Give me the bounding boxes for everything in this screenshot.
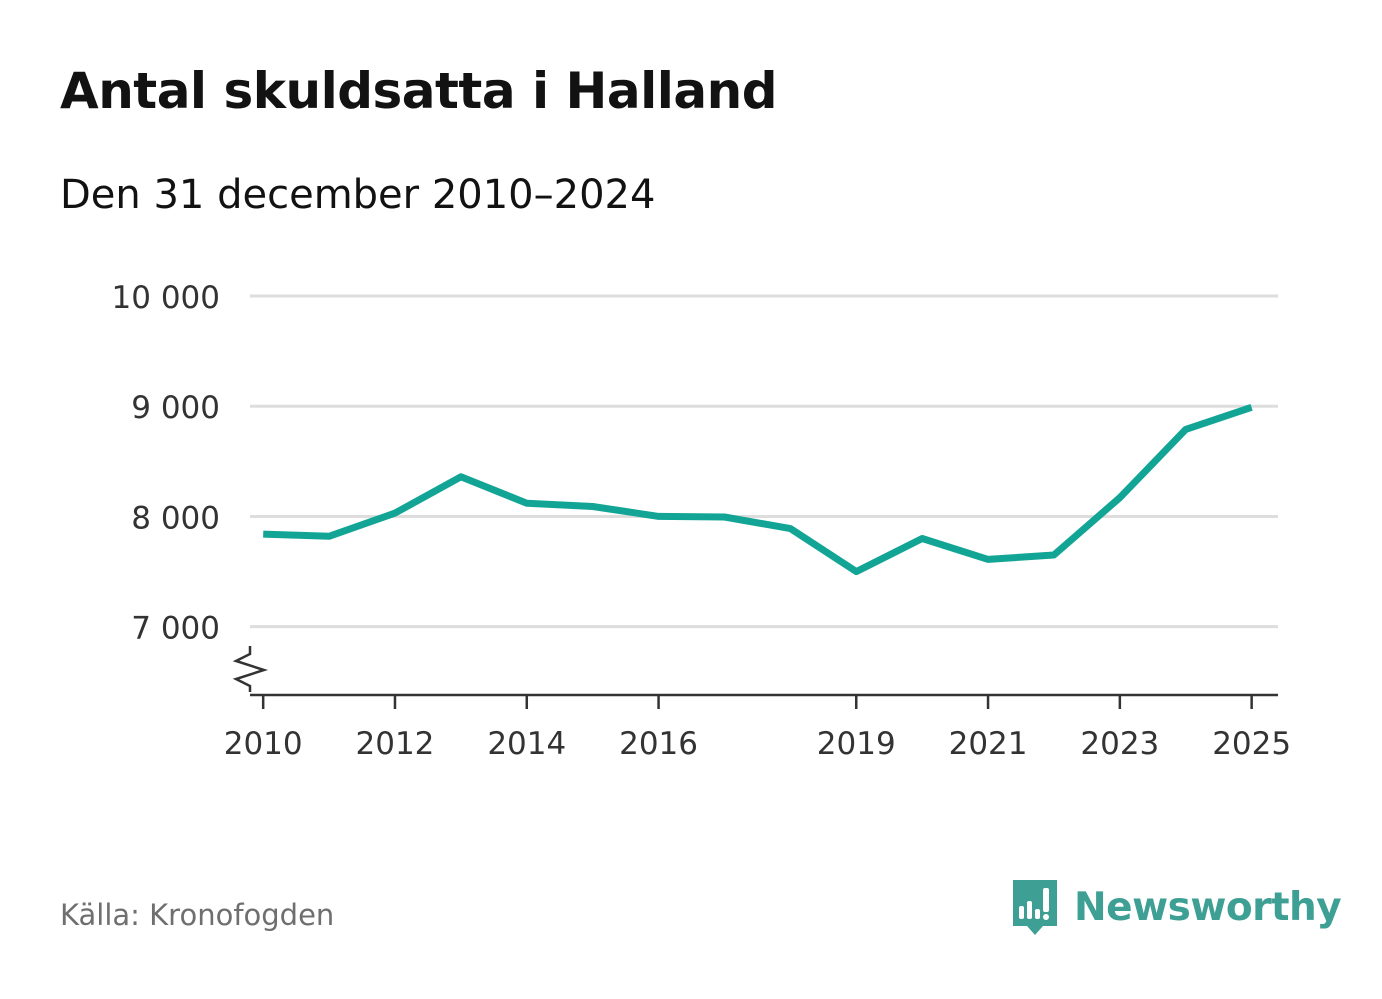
newsworthy-logo-icon bbox=[1013, 880, 1057, 935]
series bbox=[263, 403, 1253, 576]
brand-name: Newsworthy bbox=[1074, 884, 1342, 930]
source-note: Källa: Kronofogden bbox=[60, 898, 335, 932]
x-tick-label: 2010 bbox=[224, 726, 303, 762]
x-tick-label: 2023 bbox=[1080, 726, 1159, 762]
gridlines bbox=[250, 294, 1278, 629]
x-tick-label: 2012 bbox=[356, 726, 435, 762]
chart-title: Antal skuldsatta i Halland bbox=[60, 62, 778, 120]
y-tick-label: 10 000 bbox=[112, 280, 220, 316]
series-line bbox=[263, 403, 1253, 576]
y-tick-label: 7 000 bbox=[131, 611, 220, 647]
brand-logo: Newsworthy bbox=[1010, 876, 1342, 938]
x-axis bbox=[232, 646, 1278, 697]
y-tick-label: 8 000 bbox=[131, 500, 220, 536]
x-tick-label: 2025 bbox=[1212, 726, 1291, 762]
chart-subtitle: Den 31 december 2010–2024 bbox=[60, 172, 656, 218]
axis-break-icon bbox=[232, 646, 269, 692]
x-tick-label: 2014 bbox=[487, 726, 566, 762]
x-axis-ticks: 2010 2012 2014 2016 2019 2021 2023 2025 bbox=[224, 695, 1291, 762]
x-tick-label: 2016 bbox=[619, 726, 698, 762]
x-tick-label: 2021 bbox=[949, 726, 1028, 762]
x-tick-label: 2019 bbox=[817, 726, 896, 762]
y-tick-label: 9 000 bbox=[131, 390, 220, 426]
y-axis-ticks: 7 000 8 000 9 000 10 000 bbox=[112, 280, 220, 647]
